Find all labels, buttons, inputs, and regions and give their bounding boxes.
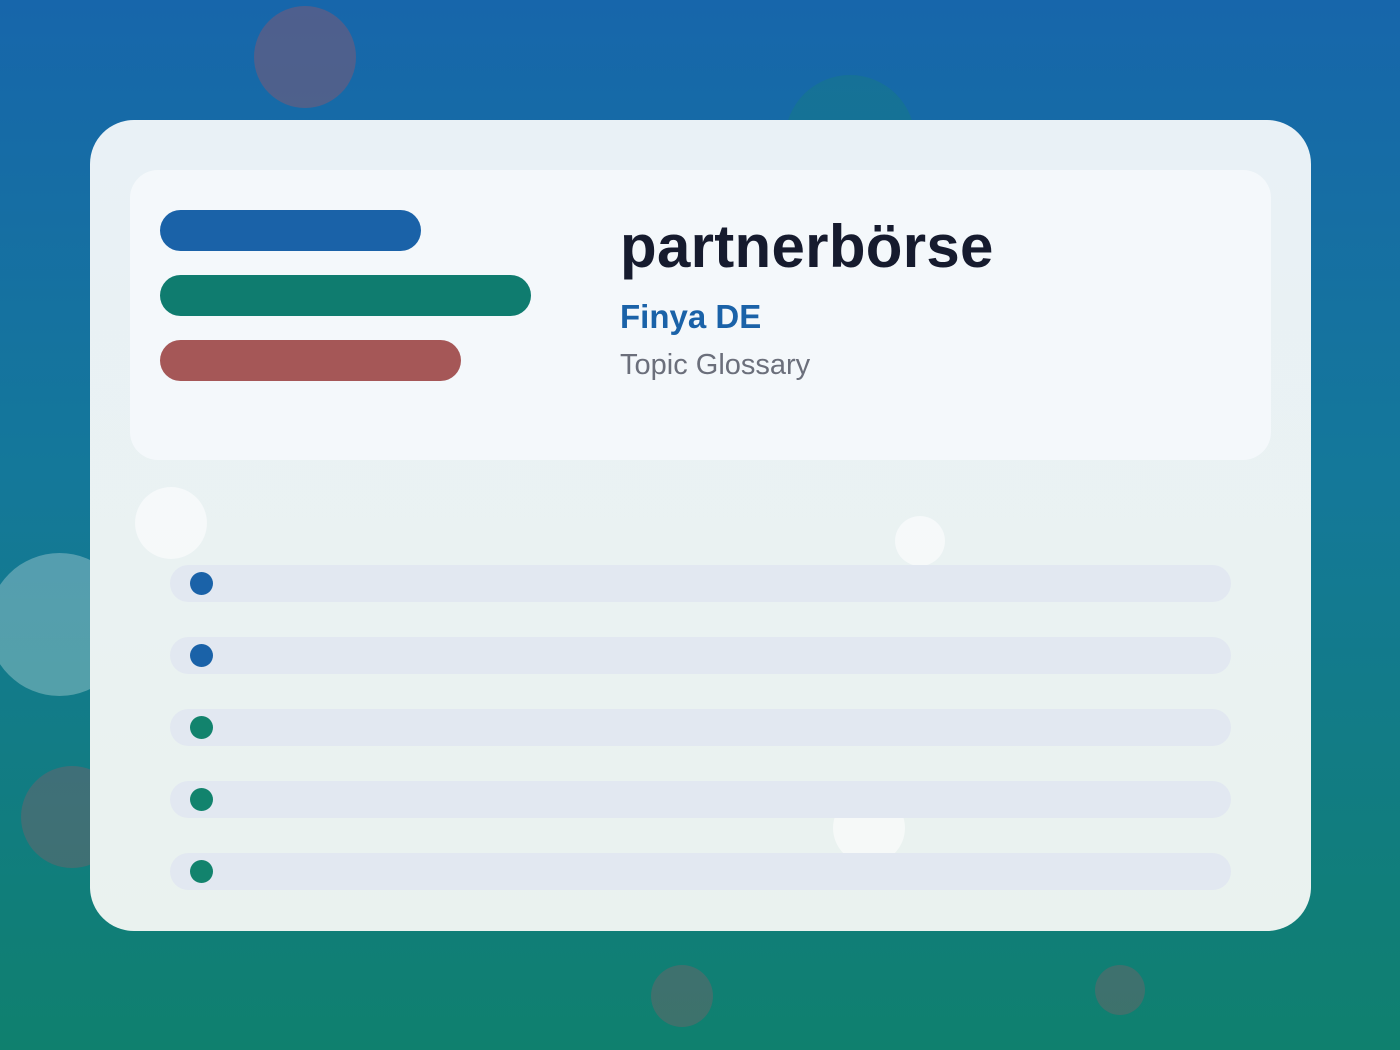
list-item[interactable] — [170, 565, 1231, 602]
list-item[interactable] — [170, 853, 1231, 890]
list-item[interactable] — [170, 709, 1231, 746]
card-bubble — [135, 487, 207, 559]
background-bubble — [254, 6, 356, 108]
list-item[interactable] — [170, 781, 1231, 818]
glossary-card: partnerbörse Finya DE Topic Glossary — [90, 120, 1311, 931]
bullet-dot — [190, 788, 213, 811]
background-bubble — [651, 965, 713, 1027]
section-caption: Topic Glossary — [620, 349, 811, 381]
header-panel: partnerbörse Finya DE Topic Glossary — [130, 170, 1271, 460]
bullet-dot — [190, 572, 213, 595]
glossary-list — [170, 565, 1231, 925]
accent-bar-blue — [160, 210, 421, 251]
background-bubble — [1095, 965, 1145, 1015]
bullet-dot — [190, 644, 213, 667]
list-item[interactable] — [170, 637, 1231, 674]
bullet-dot — [190, 716, 213, 739]
page-title: partnerbörse — [620, 213, 994, 280]
card-bubble — [895, 516, 945, 566]
bullet-dot — [190, 860, 213, 883]
brand-subtitle: Finya DE — [620, 298, 762, 335]
accent-bar-teal — [160, 275, 531, 316]
accent-bar-rose — [160, 340, 461, 381]
